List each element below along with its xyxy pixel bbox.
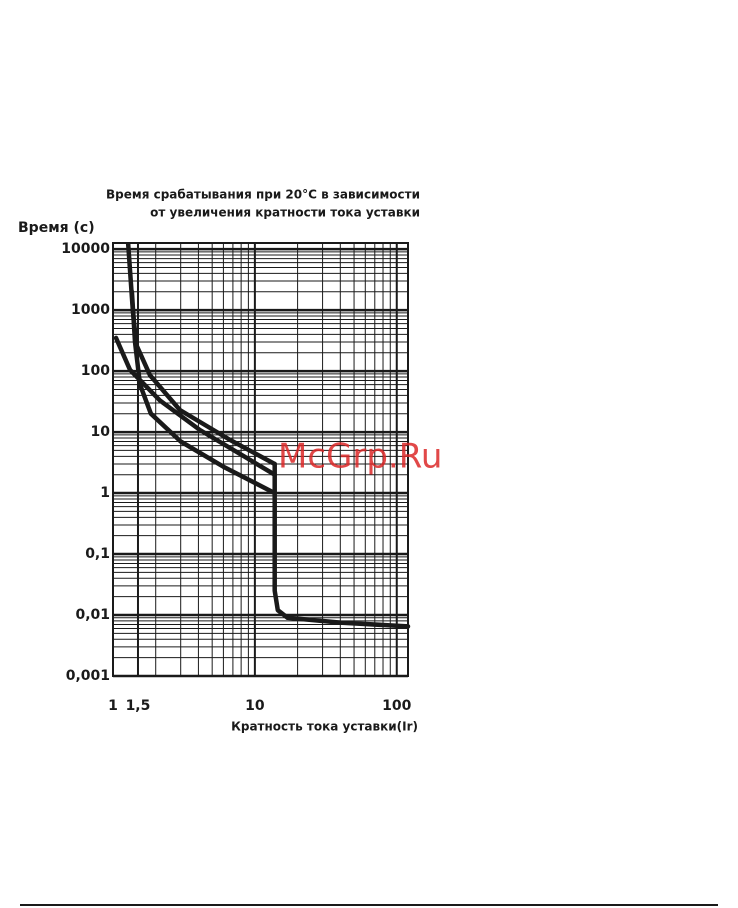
chart-title-line: от увеличения кратности тока уставки xyxy=(150,206,420,220)
y-tick-label: 0,01 xyxy=(75,607,110,623)
x-tick-label: 1,5 xyxy=(126,698,151,714)
y-tick-label: 1 xyxy=(100,485,110,501)
y-tick-label: 100 xyxy=(81,363,110,379)
plot-frame xyxy=(112,242,409,677)
x-tick-label: 100 xyxy=(382,698,411,714)
x-axis-label: Кратность тока уставки(Ir) xyxy=(231,720,418,734)
watermark: McGrp.Ru xyxy=(278,437,442,477)
y-tick-label: 1000 xyxy=(71,302,110,318)
curve xyxy=(113,335,277,477)
curve xyxy=(272,461,411,629)
y-tick-label: 0,1 xyxy=(85,546,110,562)
chart-title-line: Время срабатывания при 20°C в зависимост… xyxy=(106,188,420,202)
x-tick-label: 10 xyxy=(245,698,265,714)
y-tick-label: 10 xyxy=(91,424,111,440)
y-axis-label: Время (с) xyxy=(18,220,95,236)
curve xyxy=(129,289,277,496)
y-tick-label: 10000 xyxy=(61,241,110,257)
y-tick-label: 0,001 xyxy=(66,668,110,684)
x-tick-label: 1 xyxy=(108,698,118,714)
